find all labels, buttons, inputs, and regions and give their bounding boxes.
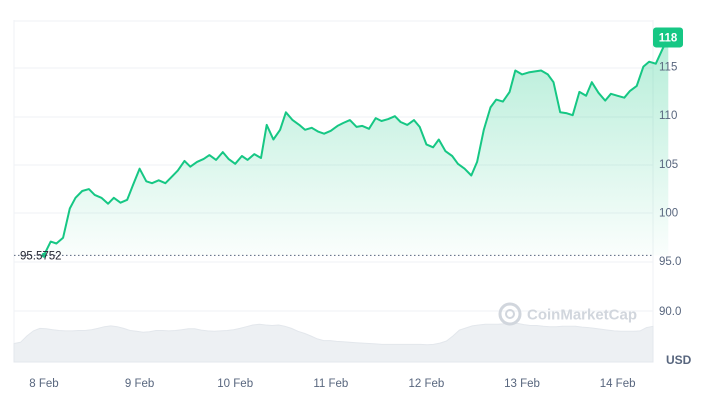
price-area — [41, 36, 670, 258]
y-tick-label: 100 — [659, 207, 678, 219]
current-price-label: 118 — [659, 32, 678, 44]
x-axis: 8 Feb 9 Feb 10 Feb 11 Feb 12 Feb 13 Feb 14 Feb — [29, 378, 635, 390]
start-point — [41, 252, 47, 258]
watermark: CoinMarketCap — [498, 302, 637, 326]
x-tick-label: 12 Feb — [408, 378, 444, 390]
x-tick-label: 8 Feb — [29, 378, 58, 390]
y-tick-label: 95.0 — [659, 256, 681, 268]
x-tick-label: 9 Feb — [125, 378, 154, 390]
open-price-line: 95.5752 — [14, 250, 653, 262]
x-tick-label: 13 Feb — [504, 378, 540, 390]
x-tick-label: 14 Feb — [600, 378, 636, 390]
x-tick-label: 11 Feb — [313, 378, 348, 390]
open-price-label: 95.5752 — [20, 250, 62, 262]
current-price-badge: 118 — [653, 27, 683, 48]
y-tick-label: 110 — [659, 110, 677, 122]
x-tick-label: 10 Feb — [217, 378, 253, 390]
y-tick-label: 115 — [659, 62, 677, 74]
volume-area — [13, 322, 654, 363]
watermark-text: CoinMarketCap — [527, 307, 637, 324]
volume-shape — [13, 322, 654, 363]
current-price-badge-bg — [653, 27, 683, 48]
y-tick-label: 105 — [659, 159, 678, 171]
y-axis: 95.0 100 105 110 115 90.0 — [659, 62, 681, 318]
price-line — [43, 36, 670, 256]
y-tick-label: 90.0 — [659, 306, 681, 318]
watermark-logo-icon — [498, 302, 522, 326]
currency-label: USD — [666, 353, 692, 367]
price-area-fill — [44, 37, 669, 256]
